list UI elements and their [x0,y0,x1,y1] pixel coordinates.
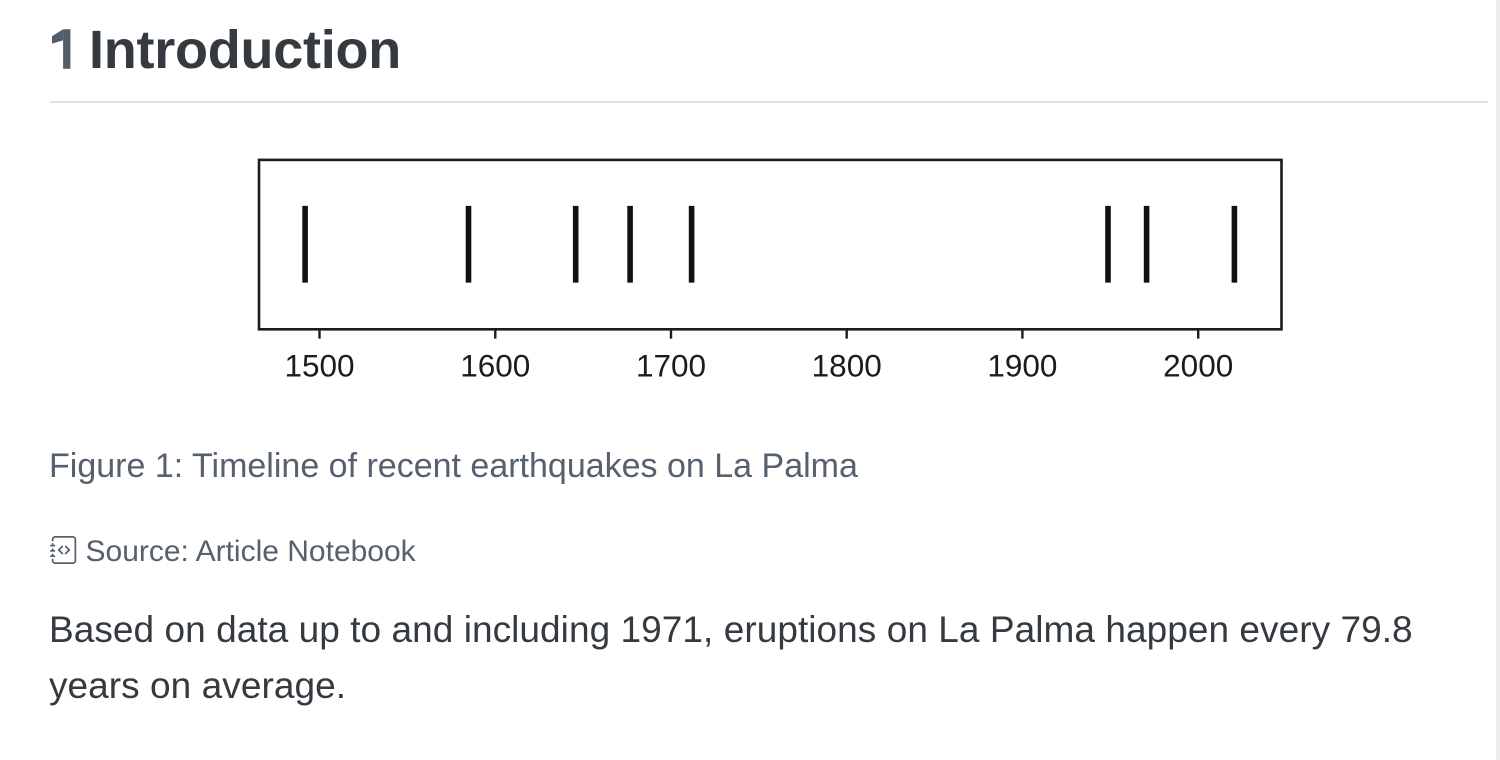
svg-text:1900: 1900 [987,348,1057,384]
svg-text:1600: 1600 [460,348,530,384]
svg-text:1700: 1700 [636,348,706,384]
svg-text:2000: 2000 [1163,348,1233,384]
svg-text:1800: 1800 [812,348,882,384]
svg-text:1500: 1500 [284,348,354,384]
